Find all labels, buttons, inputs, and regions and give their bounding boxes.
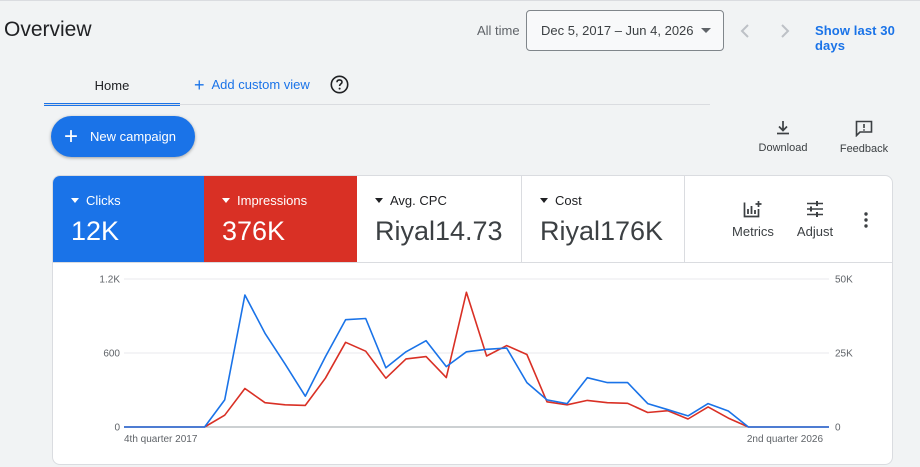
metric-label-clicks: Clicks — [71, 193, 121, 208]
add-chart-icon — [743, 201, 762, 218]
tune-icon — [807, 201, 823, 217]
chevron-left-icon — [740, 24, 749, 38]
metric-row-divider — [53, 262, 892, 263]
add-custom-view-label: Add custom view — [211, 77, 310, 92]
metric-label-impressions: Impressions — [222, 193, 307, 208]
series-line-clicks — [124, 294, 829, 428]
performance-chart: 0 0 600 25K 1.2K 50K 4th quarter 2017 2nd quart… — [99, 275, 853, 446]
x-end-label: 2nd quarter 2026 — [747, 434, 824, 445]
page-title: Overview — [4, 18, 92, 41]
metric-value-avg-cpc: Riyal14.73 — [375, 216, 503, 246]
feedback-button[interactable]: Feedback — [836, 120, 892, 155]
metric-value-cost: Riyal176K — [540, 216, 664, 246]
plus-icon: + — [194, 74, 205, 95]
top-divider — [0, 0, 920, 1]
more-vert-icon[interactable] — [859, 210, 873, 230]
metrics-button[interactable]: Metrics — [730, 200, 776, 239]
metric-value-clicks: 12K — [71, 216, 120, 246]
performance-card: Clicks 12K Impressions 376K Avg. CPC Riy… — [52, 175, 893, 465]
tab-home[interactable]: Home — [44, 70, 180, 106]
new-campaign-button[interactable]: + New campaign — [51, 116, 195, 157]
y-right-tick-label: 25K — [835, 349, 853, 360]
adjust-label: Adjust — [796, 224, 834, 239]
dropdown-arrow-icon — [701, 28, 711, 33]
x-start-label: 4th quarter 2017 — [124, 434, 198, 445]
metric-tile-impressions[interactable]: Impressions 376K — [204, 176, 357, 262]
feedback-icon — [855, 120, 873, 137]
tabs-divider — [44, 104, 710, 105]
y-right-tick-label: 0 — [835, 423, 841, 434]
metric-label-cost: Cost — [540, 193, 582, 208]
tab-label: Home — [94, 78, 130, 93]
metric-label-avg-cpc: Avg. CPC — [375, 193, 447, 208]
previous-period-button[interactable] — [734, 20, 756, 42]
metric-tile-avg-cpc[interactable]: Avg. CPC Riyal14.73 — [357, 176, 522, 262]
metric-name: Avg. CPC — [390, 193, 447, 208]
metric-tile-clicks[interactable]: Clicks 12K — [53, 176, 204, 262]
download-icon — [777, 121, 789, 135]
new-campaign-label: New campaign — [90, 129, 177, 144]
download-label: Download — [758, 142, 808, 154]
y-left-tick-label: 0 — [114, 423, 120, 434]
y-left-tick-label: 1.2K — [99, 275, 120, 286]
plus-icon: + — [64, 122, 79, 150]
date-range-text: Dec 5, 2017 – Jun 4, 2026 — [541, 23, 694, 38]
dropdown-arrow-icon — [71, 198, 79, 203]
metric-name: Cost — [555, 193, 582, 208]
series-line-impressions — [124, 291, 829, 428]
metric-name: Impressions — [237, 193, 308, 208]
next-period-button[interactable] — [774, 20, 796, 42]
metric-name: Clicks — [86, 193, 121, 208]
add-custom-view-button[interactable]: + Add custom view — [194, 74, 310, 95]
date-range-picker[interactable]: Dec 5, 2017 – Jun 4, 2026 — [526, 10, 724, 51]
metric-tile-cost[interactable]: Cost Riyal176K — [522, 176, 685, 262]
y-left-tick-label: 600 — [103, 349, 120, 360]
adjust-button[interactable]: Adjust — [793, 200, 837, 239]
feedback-label: Feedback — [839, 143, 889, 155]
metrics-label: Metrics — [732, 224, 774, 239]
range-label: All time — [477, 23, 520, 38]
y-right-tick-label: 50K — [835, 275, 853, 286]
metric-value-impressions: 376K — [222, 216, 286, 246]
dropdown-arrow-icon — [375, 198, 383, 203]
help-icon[interactable] — [330, 75, 349, 94]
dropdown-arrow-icon — [540, 198, 548, 203]
show-last-30-days-link[interactable]: Show last 30 days — [815, 23, 895, 53]
download-button[interactable]: Download — [755, 120, 811, 154]
chevron-right-icon — [781, 24, 790, 38]
dropdown-arrow-icon — [222, 198, 230, 203]
